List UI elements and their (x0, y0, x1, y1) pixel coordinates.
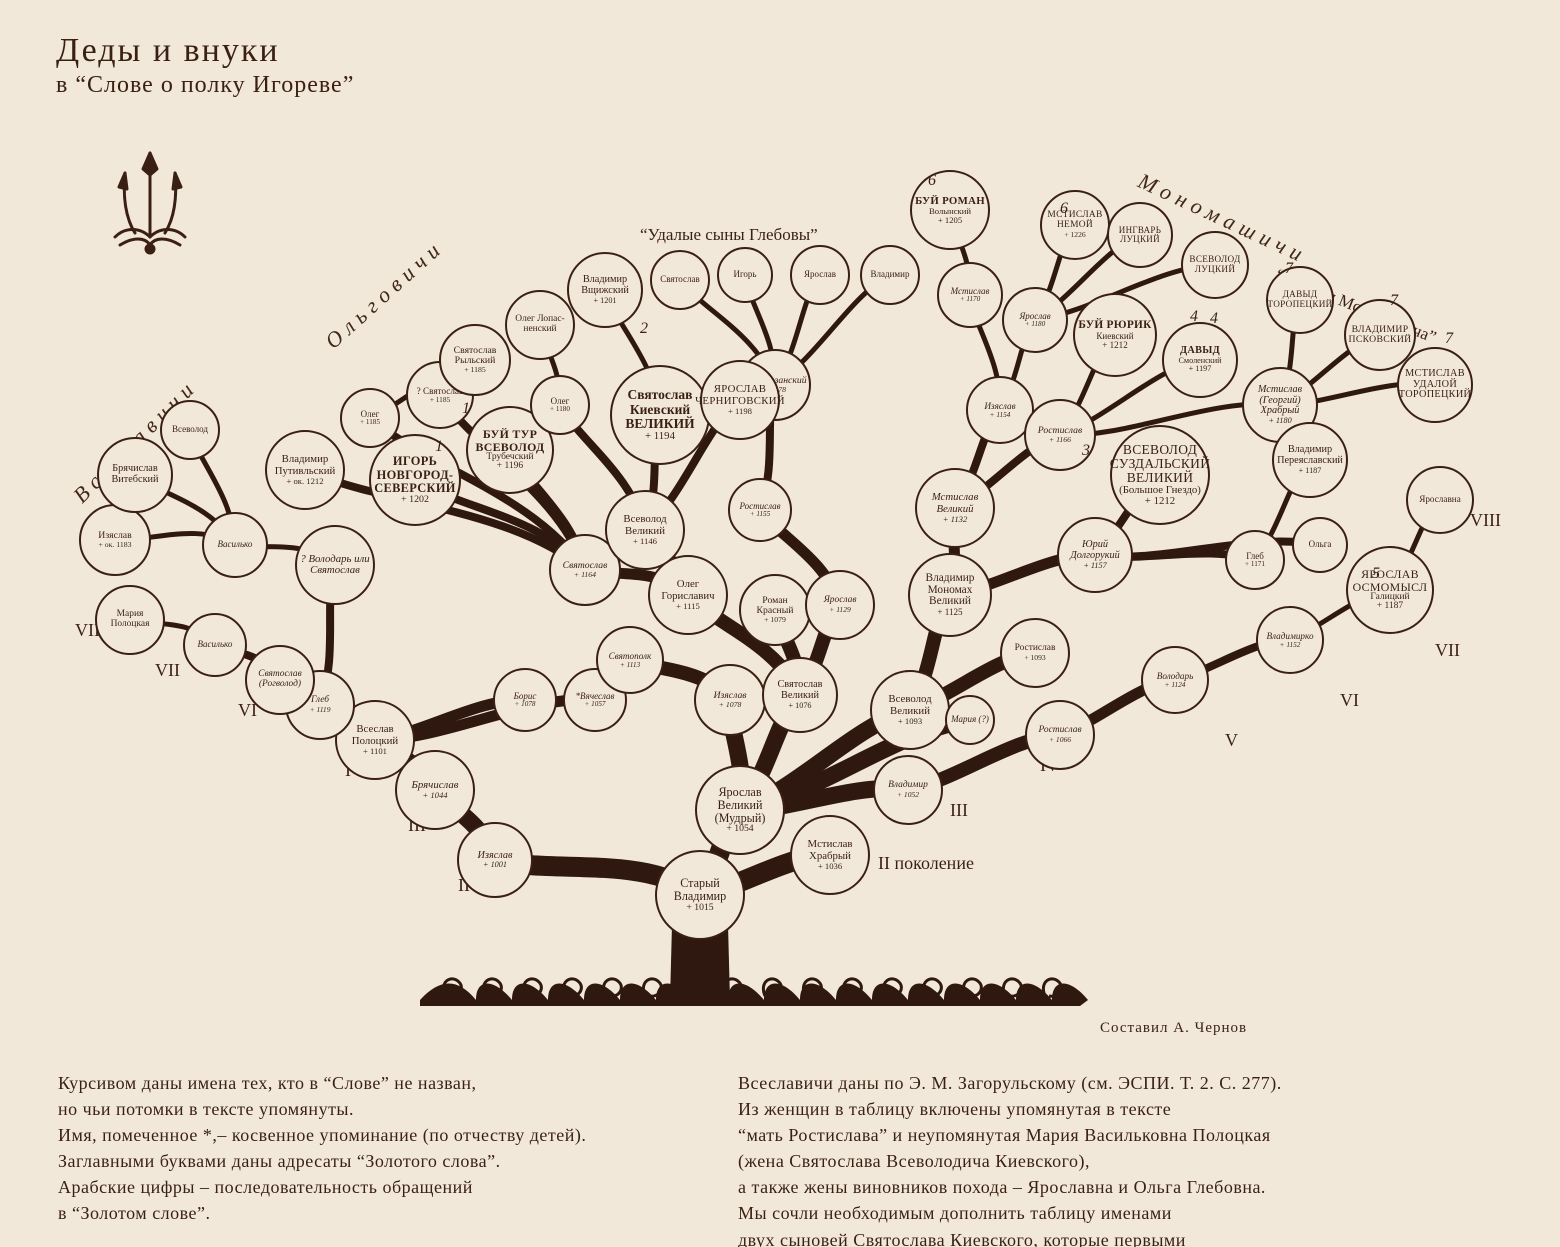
tree-node: Святослав Великий+ 1076 (762, 657, 838, 733)
trident-icon (95, 145, 205, 270)
tree-node: ЯРОСЛАВ Черниговский+ 1198 (700, 360, 780, 440)
tree-node: Роман Красный+ 1079 (739, 574, 811, 646)
tree-node: Владимирко+ 1152 (1256, 606, 1324, 674)
tree-node: Володарь+ 1124 (1141, 646, 1209, 714)
tree-node: Василько (183, 613, 247, 677)
tree-node: Всеволод Великий+ 1146 (605, 490, 685, 570)
tree-node: Брячислав Витебский (97, 437, 173, 513)
tree-node: Василько (202, 512, 268, 578)
tree-node: ИГОРЬ Новгород-Северский+ 1202 (369, 434, 461, 526)
tree-node: Мстислав+ 1170 (937, 262, 1003, 328)
node-number: 1 (435, 438, 443, 456)
node-number: 7 (1445, 330, 1453, 348)
tree-node: Святослав (Рогволод) (245, 645, 315, 715)
node-number: 7 (1285, 260, 1293, 278)
tree-node: ДАВЫД Торопецкий (1266, 266, 1334, 334)
tree-node: Старый Владимир+ 1015 (655, 850, 745, 940)
tree-node: Ярослав+ 1129 (805, 570, 875, 640)
tree-node: Всеволод Великий+ 1093 (870, 670, 950, 750)
tree-node: Ростислав+ 1155 (728, 478, 792, 542)
node-number: 6 (928, 172, 936, 190)
tree-node: Глеб+ 1171 (1225, 530, 1285, 590)
tree-node: ИНГВАРЬ Луцкий (1107, 202, 1173, 268)
tree-node: Всеволод (160, 400, 220, 460)
tree-node: ? Володарь или Святослав (295, 525, 375, 605)
tree-node: БУЙ РЮРИККиевский+ 1212 (1073, 293, 1157, 377)
tree-node: Ростислав+ 1066 (1025, 700, 1095, 770)
tree-node: Ольга (1292, 517, 1348, 573)
tree-node: Ярославна (1406, 466, 1474, 534)
tree-node: Мария Полоцкая (95, 585, 165, 655)
tree-node: Олег+ 1180 (530, 375, 590, 435)
tree-node: Владимир (860, 245, 920, 305)
tree-node: Владимир Путивльский+ ок. 1212 (265, 430, 345, 510)
tree-node: Ростислав+ 1093 (1000, 618, 1070, 688)
node-number: 6 (1060, 200, 1068, 218)
tree-node: Мария (?) (945, 695, 995, 745)
tree-node: Ростислав+ 1166 (1024, 399, 1096, 471)
tree-node: Святослав Рыльский+ 1185 (439, 324, 511, 396)
tree-node: ДАВЫДСмоленский+ 1197 (1162, 322, 1238, 398)
tree-node: Изяслав+ ок. 1183 (79, 504, 151, 576)
tree-node: Ярослав (790, 245, 850, 305)
node-number: 1 (462, 400, 470, 418)
tree-node: ВСЕВОЛОД Суздальский ВЕЛИКИЙ(Большое Гне… (1110, 425, 1210, 525)
tree-node: ЯРОСЛАВ ОСМОМЫСЛГалицкий+ 1187 (1346, 546, 1434, 634)
tree-node: Святополк+ 1113 (596, 626, 664, 694)
tree-node: Святослав (650, 250, 710, 310)
tree-node: Владимир Переяславский+ 1187 (1272, 422, 1348, 498)
node-number: 7 (1390, 292, 1398, 310)
node-number: 5 (1372, 565, 1380, 583)
tree-node: ВСЕВОЛОД Луцкий (1181, 231, 1249, 299)
tree-node: Юрий Долгорукий+ 1157 (1057, 517, 1133, 593)
tree-node: Владимир Мономах Великий+ 1125 (908, 553, 992, 637)
tree-node: Изяслав+ 1078 (694, 664, 766, 736)
node-number: 4 (1210, 310, 1218, 328)
tree-node: Мстислав Великий+ 1132 (915, 468, 995, 548)
tree-node: Олег+ 1185 (340, 388, 400, 448)
tree-node: Святослав Киевский ВЕЛИКИЙ+ 1194 (610, 365, 710, 465)
tree-node: Ярослав Великий (Мудрый)+ 1054 (695, 765, 785, 855)
tree-node: Борис+ 1078 (493, 668, 557, 732)
tree-node: Игорь (717, 247, 773, 303)
tree-node: Владимир Вщижский+ 1201 (567, 252, 643, 328)
tree-node: Изяслав+ 1001 (457, 822, 533, 898)
tree-node: БУЙ РОМАНВолынский+ 1205 (910, 170, 990, 250)
tree-node: МСТИСЛАВ Удалой Торопецкий (1397, 347, 1473, 423)
tree-node: МСТИСЛАВ Немой+ 1226 (1040, 190, 1110, 260)
tree-node: Владимир+ 1052 (873, 755, 943, 825)
tree-node: Олег Лопас-ненский (505, 290, 575, 360)
node-number: 2 (640, 320, 648, 338)
tree-node: Ярослав+ 1180 (1002, 287, 1068, 353)
node-number: 3 (1082, 442, 1090, 460)
tree-node: Мстислав Храбрый+ 1036 (790, 815, 870, 895)
node-number: 4 (1190, 308, 1198, 326)
